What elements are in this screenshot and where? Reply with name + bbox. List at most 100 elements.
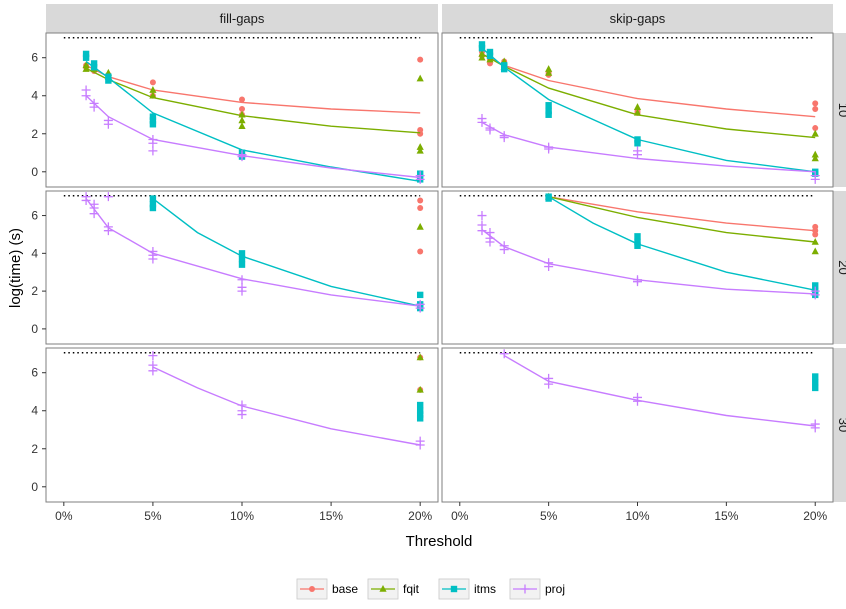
point-proj	[499, 133, 509, 143]
point-base	[417, 205, 424, 211]
point-base	[417, 130, 424, 137]
x-tick-label: 5%	[540, 509, 558, 523]
point-proj	[477, 117, 487, 127]
point-proj	[148, 146, 158, 156]
point-proj	[477, 211, 487, 221]
point-base	[239, 96, 245, 103]
y-tick-label: 0	[31, 322, 38, 336]
point-fqit	[486, 55, 494, 63]
legend-marker	[379, 585, 387, 592]
point-itms	[149, 195, 157, 202]
point-proj	[485, 125, 495, 135]
facet-panel	[441, 190, 834, 345]
point-proj	[237, 286, 247, 296]
facet-strip-col	[46, 4, 438, 33]
point-itms	[501, 62, 508, 69]
point-proj	[148, 366, 158, 376]
point-itms	[486, 52, 494, 60]
point-fqit	[811, 129, 819, 137]
point-itms	[149, 113, 157, 120]
point-itms	[82, 54, 90, 61]
point-proj	[89, 102, 99, 112]
legend-marker	[520, 584, 530, 594]
x-tick-label: 15%	[319, 509, 343, 523]
point-itms	[416, 415, 424, 422]
fit-curve-itms	[481, 47, 816, 173]
point-fqit	[238, 116, 246, 124]
point-fqit	[811, 247, 819, 255]
point-fqit	[416, 385, 424, 393]
point-itms	[545, 107, 552, 115]
point-itms	[238, 255, 246, 263]
point-base	[417, 56, 424, 63]
point-fqit	[633, 103, 642, 110]
facet-strip-row	[833, 191, 846, 344]
facet-panel	[45, 190, 439, 345]
facet-panel	[441, 32, 834, 188]
point-itms	[486, 48, 494, 56]
point-proj	[810, 423, 820, 433]
point-proj	[237, 410, 247, 420]
fit-curve-fqit	[548, 196, 816, 243]
facet-panel	[45, 347, 439, 503]
point-itms	[149, 201, 157, 208]
point-itms	[545, 111, 552, 118]
fit-curve-fqit	[85, 67, 421, 134]
point-proj	[485, 237, 495, 247]
y-tick-label: 2	[31, 127, 38, 141]
point-proj	[148, 254, 158, 264]
point-itms	[90, 60, 98, 67]
facet-strip-row-label: 10	[836, 103, 846, 117]
x-tick-label: 10%	[230, 509, 254, 523]
legend-marker	[309, 586, 315, 592]
point-fqit	[149, 91, 157, 99]
point-proj	[477, 226, 487, 236]
point-itms	[634, 242, 641, 249]
y-tick-label: 2	[31, 284, 38, 298]
point-fqit	[811, 238, 819, 245]
point-base	[239, 106, 245, 113]
point-fqit	[238, 122, 246, 129]
axes-layer: 0 2 4 6 0 2 4 6 0 2 4 6 0% 5% 10% 15% 20% 0% 5% 10% 15% 20%	[31, 51, 827, 523]
point-itms	[634, 233, 641, 240]
point-proj	[148, 138, 158, 148]
point-fqit	[238, 110, 246, 118]
point-fqit	[82, 65, 90, 72]
y-tick-label: 4	[31, 246, 38, 260]
facet-panel	[45, 32, 439, 188]
x-axis-title: Threshold	[406, 533, 473, 550]
legend-marker	[450, 585, 458, 593]
point-itms	[634, 238, 641, 246]
point-base	[417, 197, 424, 204]
point-itms	[634, 140, 641, 147]
point-proj	[544, 262, 554, 272]
legend: base fqit itms proj	[296, 578, 565, 600]
x-tick-label: 0%	[55, 509, 73, 523]
point-proj	[810, 290, 820, 300]
point-fqit	[811, 150, 819, 158]
point-itms	[501, 65, 508, 73]
point-itms	[416, 291, 424, 299]
facet-strip-col	[442, 4, 833, 33]
fit-curve-proj	[481, 229, 816, 295]
point-proj	[148, 351, 158, 361]
point-base	[417, 248, 424, 255]
point-itms	[149, 117, 157, 124]
fit-curve-proj	[85, 198, 421, 307]
point-proj	[633, 150, 642, 160]
legend-item-base: base	[296, 578, 358, 600]
point-fqit	[416, 146, 424, 154]
point-fqit	[416, 143, 424, 150]
point-itms	[416, 407, 424, 414]
point-itms	[105, 73, 112, 80]
point-itms	[149, 121, 157, 128]
point-proj	[237, 152, 247, 162]
x-tick-label: 0%	[451, 509, 469, 523]
y-tick-label: 4	[31, 404, 38, 418]
point-proj	[415, 174, 425, 184]
point-itms	[416, 401, 424, 409]
point-proj	[415, 303, 425, 313]
legend-label: proj	[545, 582, 565, 596]
point-fqit	[82, 61, 90, 69]
facet-strip-col-label: skip-gaps	[610, 11, 666, 26]
